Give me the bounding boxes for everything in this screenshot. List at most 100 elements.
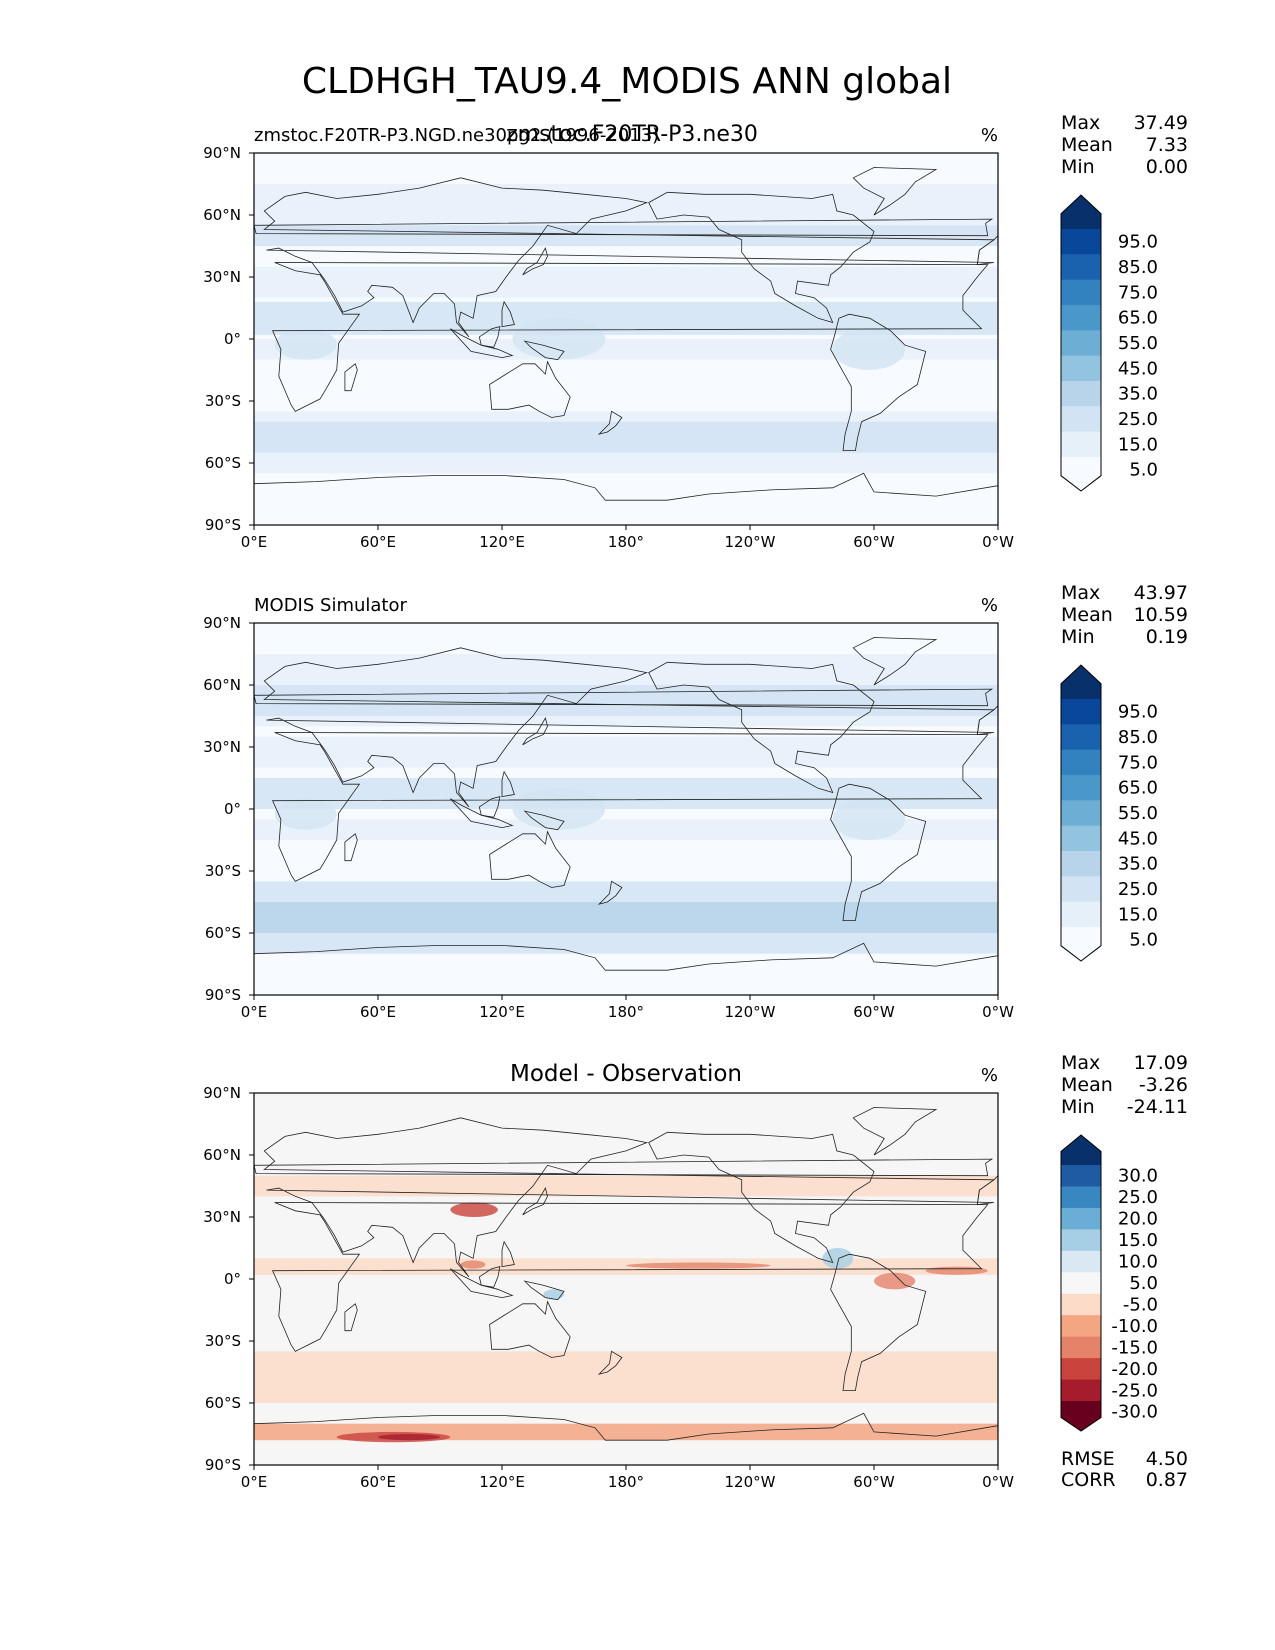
colorbar-tick-label: -25.0 — [1111, 1380, 1158, 1401]
stat-value: 17.09 — [1134, 1052, 1188, 1074]
colorbar-segment — [1061, 901, 1101, 928]
coastline-antarctica — [254, 1412, 998, 1441]
coastline-philippines — [501, 1240, 515, 1268]
panel-title-center: zmstoc.F20TR-P3.ne30 — [506, 122, 758, 147]
coastline-greenland — [852, 167, 938, 216]
colorbar-segment — [1061, 279, 1101, 306]
colorbar: 30.025.020.015.010.05.0-5.0-10.0-15.0-20… — [1060, 1134, 1158, 1432]
colorbar-tick-label: 5.0 — [1129, 1273, 1158, 1294]
colorbar-segment — [1061, 800, 1101, 827]
panel-units: % — [981, 1065, 998, 1086]
map-field — [254, 1175, 998, 1443]
colorbar-tick-label: 25.0 — [1118, 879, 1158, 900]
y-tick-label: 30°N — [203, 268, 241, 286]
colorbar-tick-label: 95.0 — [1118, 702, 1158, 723]
colorbar-tick-label: 25.0 — [1118, 409, 1158, 430]
metric-value: 0.87 — [1146, 1469, 1188, 1491]
y-tick-label: 30°S — [205, 1332, 241, 1350]
coastline-indonesia — [450, 798, 514, 829]
coastline-europe_asia — [263, 177, 996, 338]
y-tick-label: 60°S — [205, 454, 241, 472]
x-tick-label: 180° — [608, 1003, 644, 1021]
stat-label: Min — [1061, 626, 1095, 648]
colorbar-tick-label: 25.0 — [1118, 1187, 1158, 1208]
colorbar-tick-label: 85.0 — [1118, 257, 1158, 278]
panel-title-left: zmstoc.F20TR-P3.NGD.ne30pg2.(1996-2013) — [254, 125, 659, 146]
y-tick-label: 90°S — [205, 516, 241, 534]
colorbar-tick-label: -30.0 — [1111, 1402, 1158, 1423]
y-tick-label: 30°N — [203, 1208, 241, 1226]
colorbar-tick-label: 20.0 — [1118, 1209, 1158, 1230]
coastline-japan — [522, 247, 548, 276]
x-tick-label: 120°W — [725, 1003, 776, 1021]
x-tick-label: 60°E — [360, 1473, 396, 1491]
colorbar-segment — [1061, 406, 1101, 433]
colorbar-segment — [1061, 254, 1101, 281]
x-tick-label: 0°E — [241, 533, 268, 551]
field-anomaly — [822, 1248, 854, 1269]
panel-units: % — [981, 595, 998, 616]
colorbar-segment — [1061, 724, 1101, 751]
coastline-antarctica — [254, 942, 998, 971]
coastline-iberia-wrap — [976, 235, 998, 265]
coastline-png — [523, 1280, 565, 1301]
colorbar-segment — [1061, 1207, 1101, 1230]
colorbar-tick-label: 35.0 — [1118, 384, 1158, 405]
colorbar-outline — [1060, 664, 1102, 962]
stat-value: 7.33 — [1146, 134, 1188, 156]
y-tick-label: 60°N — [203, 1146, 241, 1164]
colorbar-tick-label: 35.0 — [1118, 854, 1158, 875]
metric-label: CORR — [1061, 1469, 1116, 1491]
y-tick-label: 60°N — [203, 676, 241, 694]
panel-reference: 0°E 60°E 120°E 180° 120°W 60°W 0°W 90°N 60°N 30°N… — [203, 582, 1188, 1021]
metric-value: 4.50 — [1146, 1448, 1188, 1470]
colorbar-tick-label: 5.0 — [1129, 460, 1158, 481]
colorbar-segment — [1061, 699, 1101, 725]
stat-label: Max — [1061, 112, 1100, 134]
coastline-borneo — [478, 326, 501, 348]
colorbar-outline — [1060, 194, 1102, 492]
field-anomaly — [925, 1266, 988, 1275]
stat-value: 10.59 — [1134, 604, 1188, 626]
coastline-madagascar — [344, 1303, 358, 1332]
x-tick-label: 0°E — [241, 1003, 268, 1021]
colorbar-tick-label: 45.0 — [1118, 358, 1158, 379]
colorbar-tick-label: -15.0 — [1111, 1337, 1158, 1358]
colorbar-tick-label: 85.0 — [1118, 727, 1158, 748]
colorbar-extend-bottom — [1061, 457, 1101, 491]
coastline-nz — [597, 1350, 623, 1375]
colorbar-tick-label: 65.0 — [1118, 308, 1158, 329]
x-tick-label: 0°E — [241, 1473, 268, 1491]
map-field — [254, 654, 998, 954]
field-anomaly — [512, 788, 606, 830]
y-tick-label: 90°N — [203, 614, 241, 632]
colorbar-extend-top — [1061, 1135, 1101, 1165]
y-tick-label: 30°N — [203, 738, 241, 756]
coastline-indonesia — [450, 1268, 514, 1299]
y-tick-label: 60°S — [205, 924, 241, 942]
panel-test: 0°E 60°E 120°E 180° 120°W 60°W 0°W 90°N 60°N 30°N… — [203, 112, 1188, 551]
coastline-philippines — [501, 300, 515, 328]
x-tick-label: 0°W — [982, 1473, 1014, 1491]
colorbar-segment — [1061, 851, 1101, 877]
coastline-australia — [489, 830, 571, 888]
coastline-uk — [254, 218, 994, 237]
field-band — [254, 225, 998, 246]
x-tick-label: 120°W — [725, 533, 776, 551]
x-tick-label: 0°W — [982, 533, 1014, 551]
x-tick-label: 180° — [608, 1473, 644, 1491]
coastline-greenland — [852, 1107, 938, 1156]
coastline-greenland — [852, 637, 938, 686]
colorbar-tick-label: -10.0 — [1111, 1316, 1158, 1337]
colorbar-tick-label: 65.0 — [1118, 778, 1158, 799]
colorbar-segment — [1061, 1272, 1101, 1295]
field-band — [254, 1351, 998, 1403]
field-anomaly — [274, 798, 337, 830]
colorbar-tick-label: 5.0 — [1129, 930, 1158, 951]
y-tick-label: 60°N — [203, 206, 241, 224]
stat-value: 0.00 — [1146, 156, 1188, 178]
coastline-borneo — [478, 1266, 501, 1288]
field-band — [254, 421, 998, 453]
coastline-japan — [522, 1187, 548, 1216]
x-tick-label: 60°W — [853, 533, 895, 551]
